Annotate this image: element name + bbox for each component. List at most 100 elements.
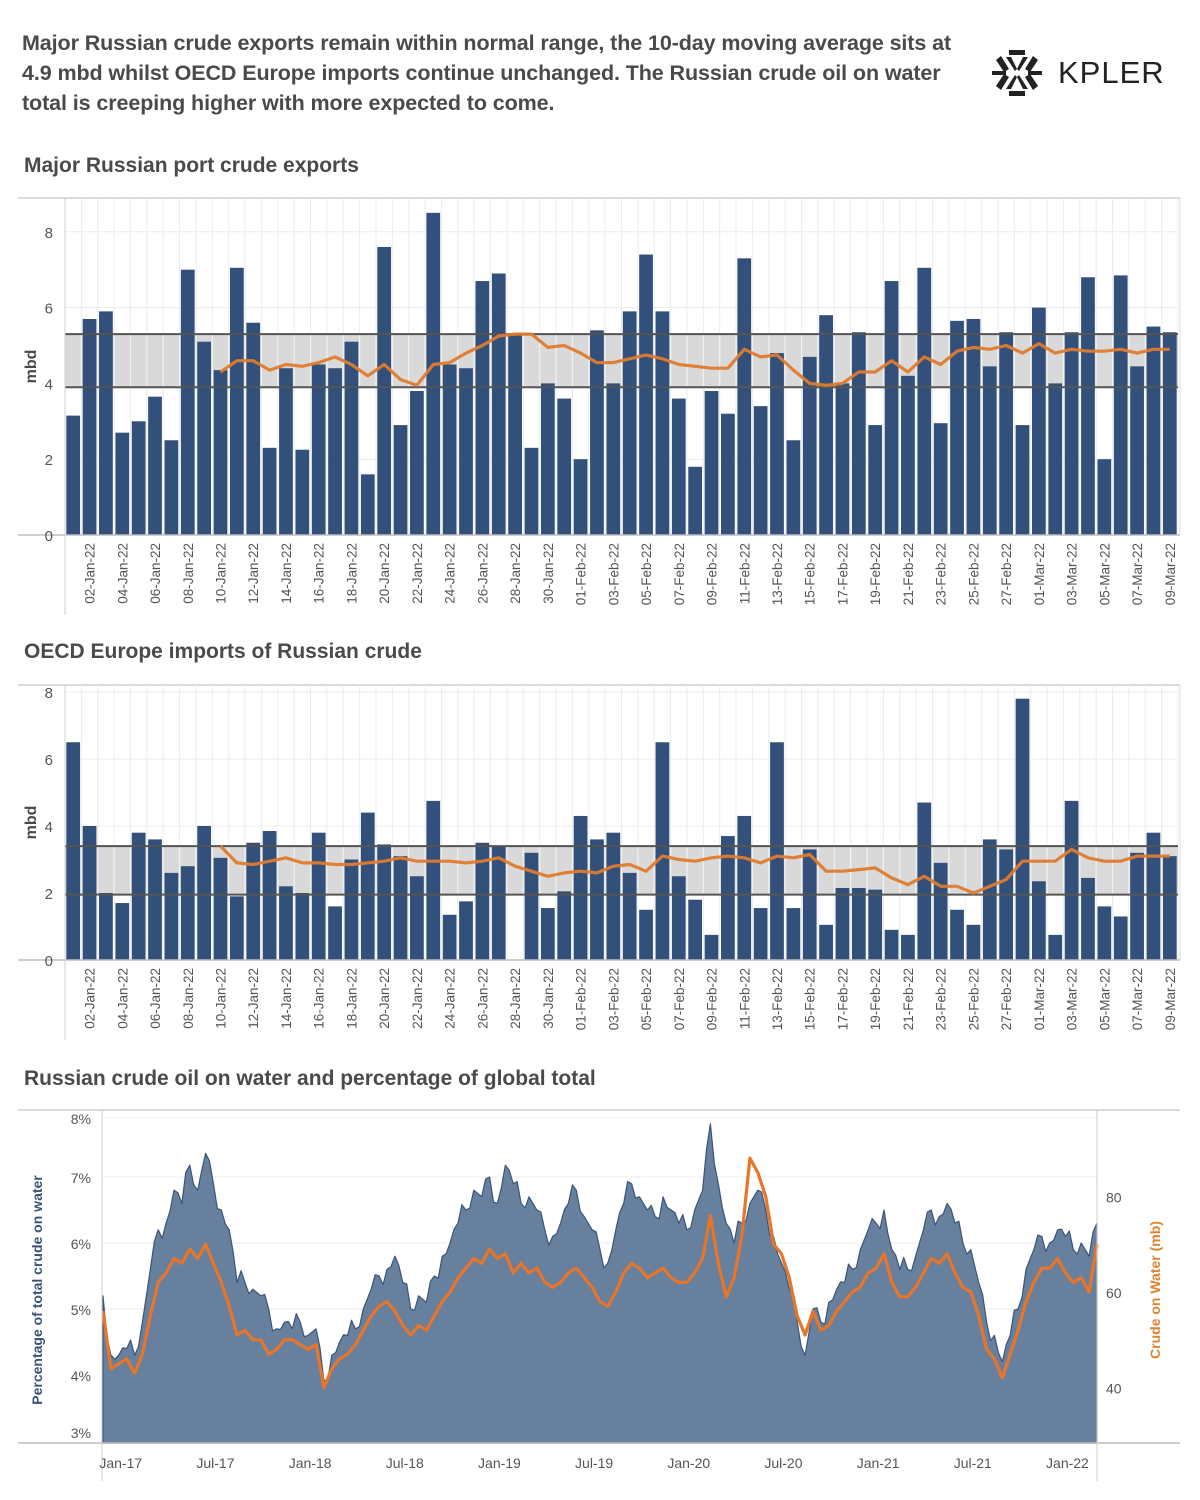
x-tick-label: 14-Jan-22 [279,968,294,1029]
bar [1032,881,1046,960]
x-tick-label: Jan-18 [289,1455,332,1471]
bar [753,908,768,960]
moving-average-line [219,844,1170,895]
headline: Major Russian crude exports remain withi… [22,31,952,115]
bar [328,368,342,535]
bar [524,852,539,960]
moving-average-line [219,332,1170,387]
bar [508,334,522,535]
bar [524,447,539,535]
x-tick-label: 12-Jan-22 [246,968,261,1029]
bar [131,421,146,535]
crude-on-water-chart: 3% 4% 5% 6% 7% 8% 40 60 80 Jan-17 Jul-17 Jan-18 Jul-… [18,1109,1180,1481]
y-tick-label: 8 [45,685,53,702]
bar [786,908,801,960]
x-tick-label: 06-Jan-22 [148,543,163,604]
x-tick-label: 05-Feb-22 [639,543,654,605]
x-tick-label: Jan-22 [1046,1455,1089,1471]
bar [459,368,473,535]
x-tick-label: 01-Feb-22 [574,968,589,1030]
bar [901,375,915,535]
bar [1097,906,1112,960]
bar [229,267,244,535]
bar [115,903,130,960]
bar [442,914,457,960]
y-tick-label: 4 [45,376,53,393]
bar [606,832,621,960]
x-tick-label: 07-Feb-22 [672,968,687,1030]
x-tick-label: 20-Jan-22 [377,543,392,604]
bar [819,924,833,960]
bar [328,906,342,960]
y2-tick-label: 60 [1106,1285,1122,1301]
bar [786,440,801,535]
y-tick-label: 6 [45,752,53,769]
bar [622,311,637,535]
bar [884,929,899,960]
bar [655,742,670,960]
x-tick-label: 23-Feb-22 [934,543,949,605]
y-tick-label: 4 [45,819,53,836]
bar [982,366,997,535]
x-tick-label: 09-Feb-22 [705,543,720,605]
x-tick-label: 11-Feb-22 [737,543,752,604]
bar [262,447,277,535]
bar [917,802,932,960]
y-axis-title: Percentage of total crude on water [29,1175,45,1405]
bar [1081,277,1095,535]
x-tick-label: 09-Feb-22 [705,968,720,1030]
bar [802,356,817,535]
y2-tick-label: 40 [1106,1381,1122,1397]
bar [279,886,293,960]
bar [393,856,408,960]
x-tick-label: 26-Jan-22 [475,968,490,1029]
bar [164,872,179,960]
bar [131,832,146,960]
x-tick-label: 17-Feb-22 [835,543,850,605]
bar [246,322,261,535]
bar [1097,459,1112,535]
bar [639,254,653,535]
y-tick-label: 0 [45,953,53,970]
bar [737,815,752,960]
bar [770,742,784,960]
percentage-area [102,1123,1098,1444]
bar [1162,332,1177,535]
x-tick-label: 15-Feb-22 [803,968,818,1030]
bar [393,425,408,535]
bar [197,826,211,960]
bar [737,258,752,535]
kpler-logo: KPLER [990,48,1190,98]
bar [311,832,326,960]
bar [1048,383,1063,535]
bar [540,908,555,960]
x-tick-label: 21-Feb-22 [901,968,916,1030]
y-tick-label: 8% [71,1111,91,1127]
crude-on-water-line [101,1156,1099,1390]
bar [835,383,850,535]
x-tick-label: 16-Jan-22 [312,968,327,1029]
chart3-title: Russian crude oil on water and percentag… [24,1067,596,1090]
x-tick-label: 13-Feb-22 [770,968,785,1030]
x-tick-label: 19-Feb-22 [868,968,883,1030]
bar [295,893,310,960]
x-tick-label: Jan-20 [667,1455,710,1471]
x-tick-label: 28-Jan-22 [508,968,523,1029]
x-tick-label: 01-Feb-22 [574,543,589,605]
chart1-title: Major Russian port crude exports [24,154,359,177]
x-tick-label: 18-Jan-22 [344,543,359,604]
x-tick-label: 24-Jan-22 [443,543,458,604]
bar [426,800,441,960]
x-tick-label: 13-Feb-22 [770,543,785,605]
bar [868,889,883,960]
bar [1064,800,1079,960]
bar [1015,425,1030,535]
x-tick-label: 27-Feb-22 [999,543,1014,605]
x-tick-label: Jan-19 [478,1455,521,1471]
bar [917,267,932,535]
x-tick-label: 09-Mar-22 [1163,543,1178,605]
bar [1130,852,1144,960]
bar [410,390,424,535]
y2-axis-title: Crude on Water (mb) [1147,1221,1163,1359]
x-tick-label: 01-Mar-22 [1032,968,1047,1030]
